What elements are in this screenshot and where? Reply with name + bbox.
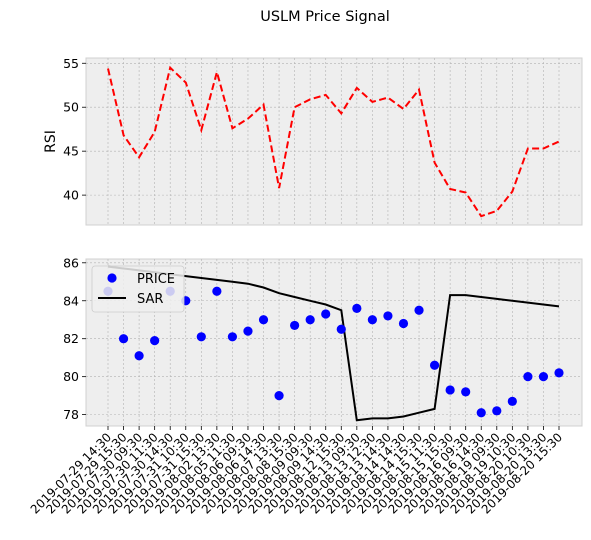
price-point bbox=[538, 372, 549, 382]
rsi-series bbox=[107, 65, 560, 218]
price-point bbox=[554, 368, 564, 378]
price-point bbox=[492, 406, 502, 416]
price-y-tick-label: 80 bbox=[63, 369, 79, 384]
price-point bbox=[150, 336, 160, 346]
rsi-y-tick-label: 50 bbox=[63, 100, 79, 115]
price-point bbox=[367, 315, 377, 325]
price-point bbox=[445, 385, 455, 395]
price-point bbox=[352, 303, 362, 313]
price-y-tick-label: 84 bbox=[63, 293, 79, 308]
price-point bbox=[196, 332, 206, 342]
rsi-axes: 40 45 50 55 RSI bbox=[43, 56, 583, 226]
price-point bbox=[523, 372, 533, 382]
legend-price-marker bbox=[107, 273, 117, 283]
price-point bbox=[461, 387, 471, 397]
price-point bbox=[414, 305, 424, 315]
price-point bbox=[290, 320, 300, 331]
rsi-y-ticks: 40 45 50 55 bbox=[63, 56, 86, 203]
price-point bbox=[429, 360, 440, 370]
price-y-tick-label: 86 bbox=[63, 255, 79, 270]
price-point bbox=[134, 351, 144, 361]
price-plot-area bbox=[85, 258, 583, 427]
price-y-tick-label: 82 bbox=[63, 331, 79, 346]
rsi-line bbox=[107, 65, 560, 218]
price-point bbox=[212, 286, 222, 296]
price-point bbox=[258, 315, 269, 325]
price-point bbox=[476, 408, 486, 418]
price-y-tick-label: 78 bbox=[63, 407, 79, 422]
price-point bbox=[305, 315, 315, 325]
rsi-y-tick-label: 40 bbox=[63, 188, 79, 203]
price-point bbox=[383, 311, 393, 321]
price-point bbox=[243, 326, 253, 336]
rsi-y-axis-label: RSI bbox=[43, 130, 59, 153]
rsi-plot-area bbox=[85, 57, 583, 226]
legend-sar-label: SAR bbox=[137, 292, 163, 307]
legend: PRICE SAR bbox=[91, 265, 185, 313]
price-point bbox=[118, 334, 129, 344]
rsi-y-tick-label: 55 bbox=[63, 56, 79, 71]
legend-price-label: PRICE bbox=[137, 272, 175, 287]
price-point bbox=[336, 324, 346, 334]
price-point bbox=[321, 309, 331, 319]
rsi-y-tick-label: 45 bbox=[63, 144, 79, 159]
price-point bbox=[507, 396, 517, 406]
price-y-ticks: 78 80 82 84 86 bbox=[63, 255, 86, 422]
price-point bbox=[227, 332, 238, 342]
price-point bbox=[398, 318, 409, 329]
rsi-grid bbox=[86, 58, 582, 225]
price-point bbox=[274, 391, 284, 401]
figure-title: USLM Price Signal bbox=[260, 9, 390, 25]
